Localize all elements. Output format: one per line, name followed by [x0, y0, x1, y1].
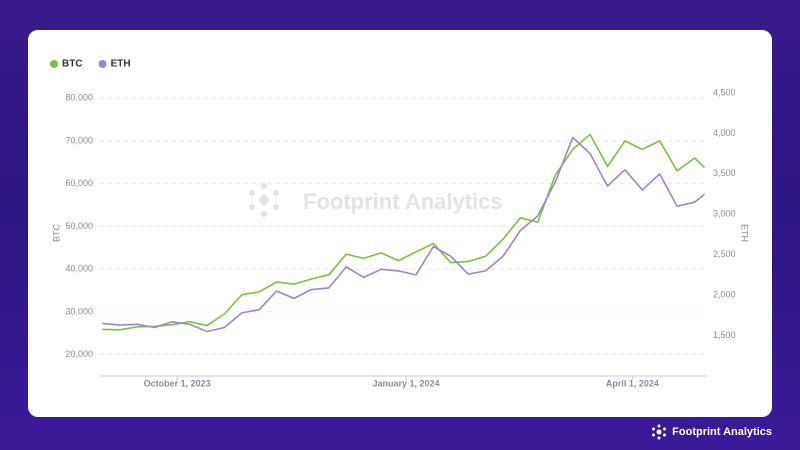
y2-tick-label: 4,000	[713, 128, 736, 138]
legend-swatch	[50, 60, 58, 68]
y-tick-label: 70,000	[65, 135, 93, 145]
line	[102, 136, 706, 333]
y-axis-title: BTC	[51, 223, 61, 242]
x-tick-label: April 1, 2024	[606, 378, 659, 388]
brand-icon	[652, 424, 667, 440]
y2-tick-label: 2,000	[713, 290, 736, 300]
legend-swatch	[98, 60, 107, 68]
x-tick-label: October 1, 2023	[144, 378, 211, 388]
legend-label: BTC	[62, 59, 83, 70]
y2-tick-label: 1,500	[713, 330, 736, 340]
legend-label: ETH	[111, 59, 131, 70]
y-tick-label: 60,000	[65, 178, 93, 188]
watermark: Footprint Analytics	[303, 189, 503, 214]
y-tick-label: 30,000	[65, 306, 93, 316]
y2-tick-label: 2,500	[713, 249, 736, 259]
chart-card	[28, 30, 772, 417]
x-tick-label: January 1, 2024	[372, 378, 439, 388]
y-tick-label: 40,000	[65, 264, 93, 274]
y-tick-label: 20,000	[65, 349, 93, 359]
y2-axis-title: ETH	[740, 224, 750, 242]
y-tick-label: 50,000	[65, 221, 93, 231]
y2-tick-label: 3,500	[713, 168, 736, 178]
y2-tick-label: 4,500	[713, 87, 736, 97]
y2-tick-label: 3,000	[713, 209, 736, 219]
brand-text: Footprint Analytics	[672, 426, 772, 438]
y-tick-label: 80,000	[65, 93, 93, 103]
brand: Footprint Analytics	[651, 424, 772, 440]
line	[102, 133, 706, 331]
watermark-icon	[249, 183, 279, 217]
